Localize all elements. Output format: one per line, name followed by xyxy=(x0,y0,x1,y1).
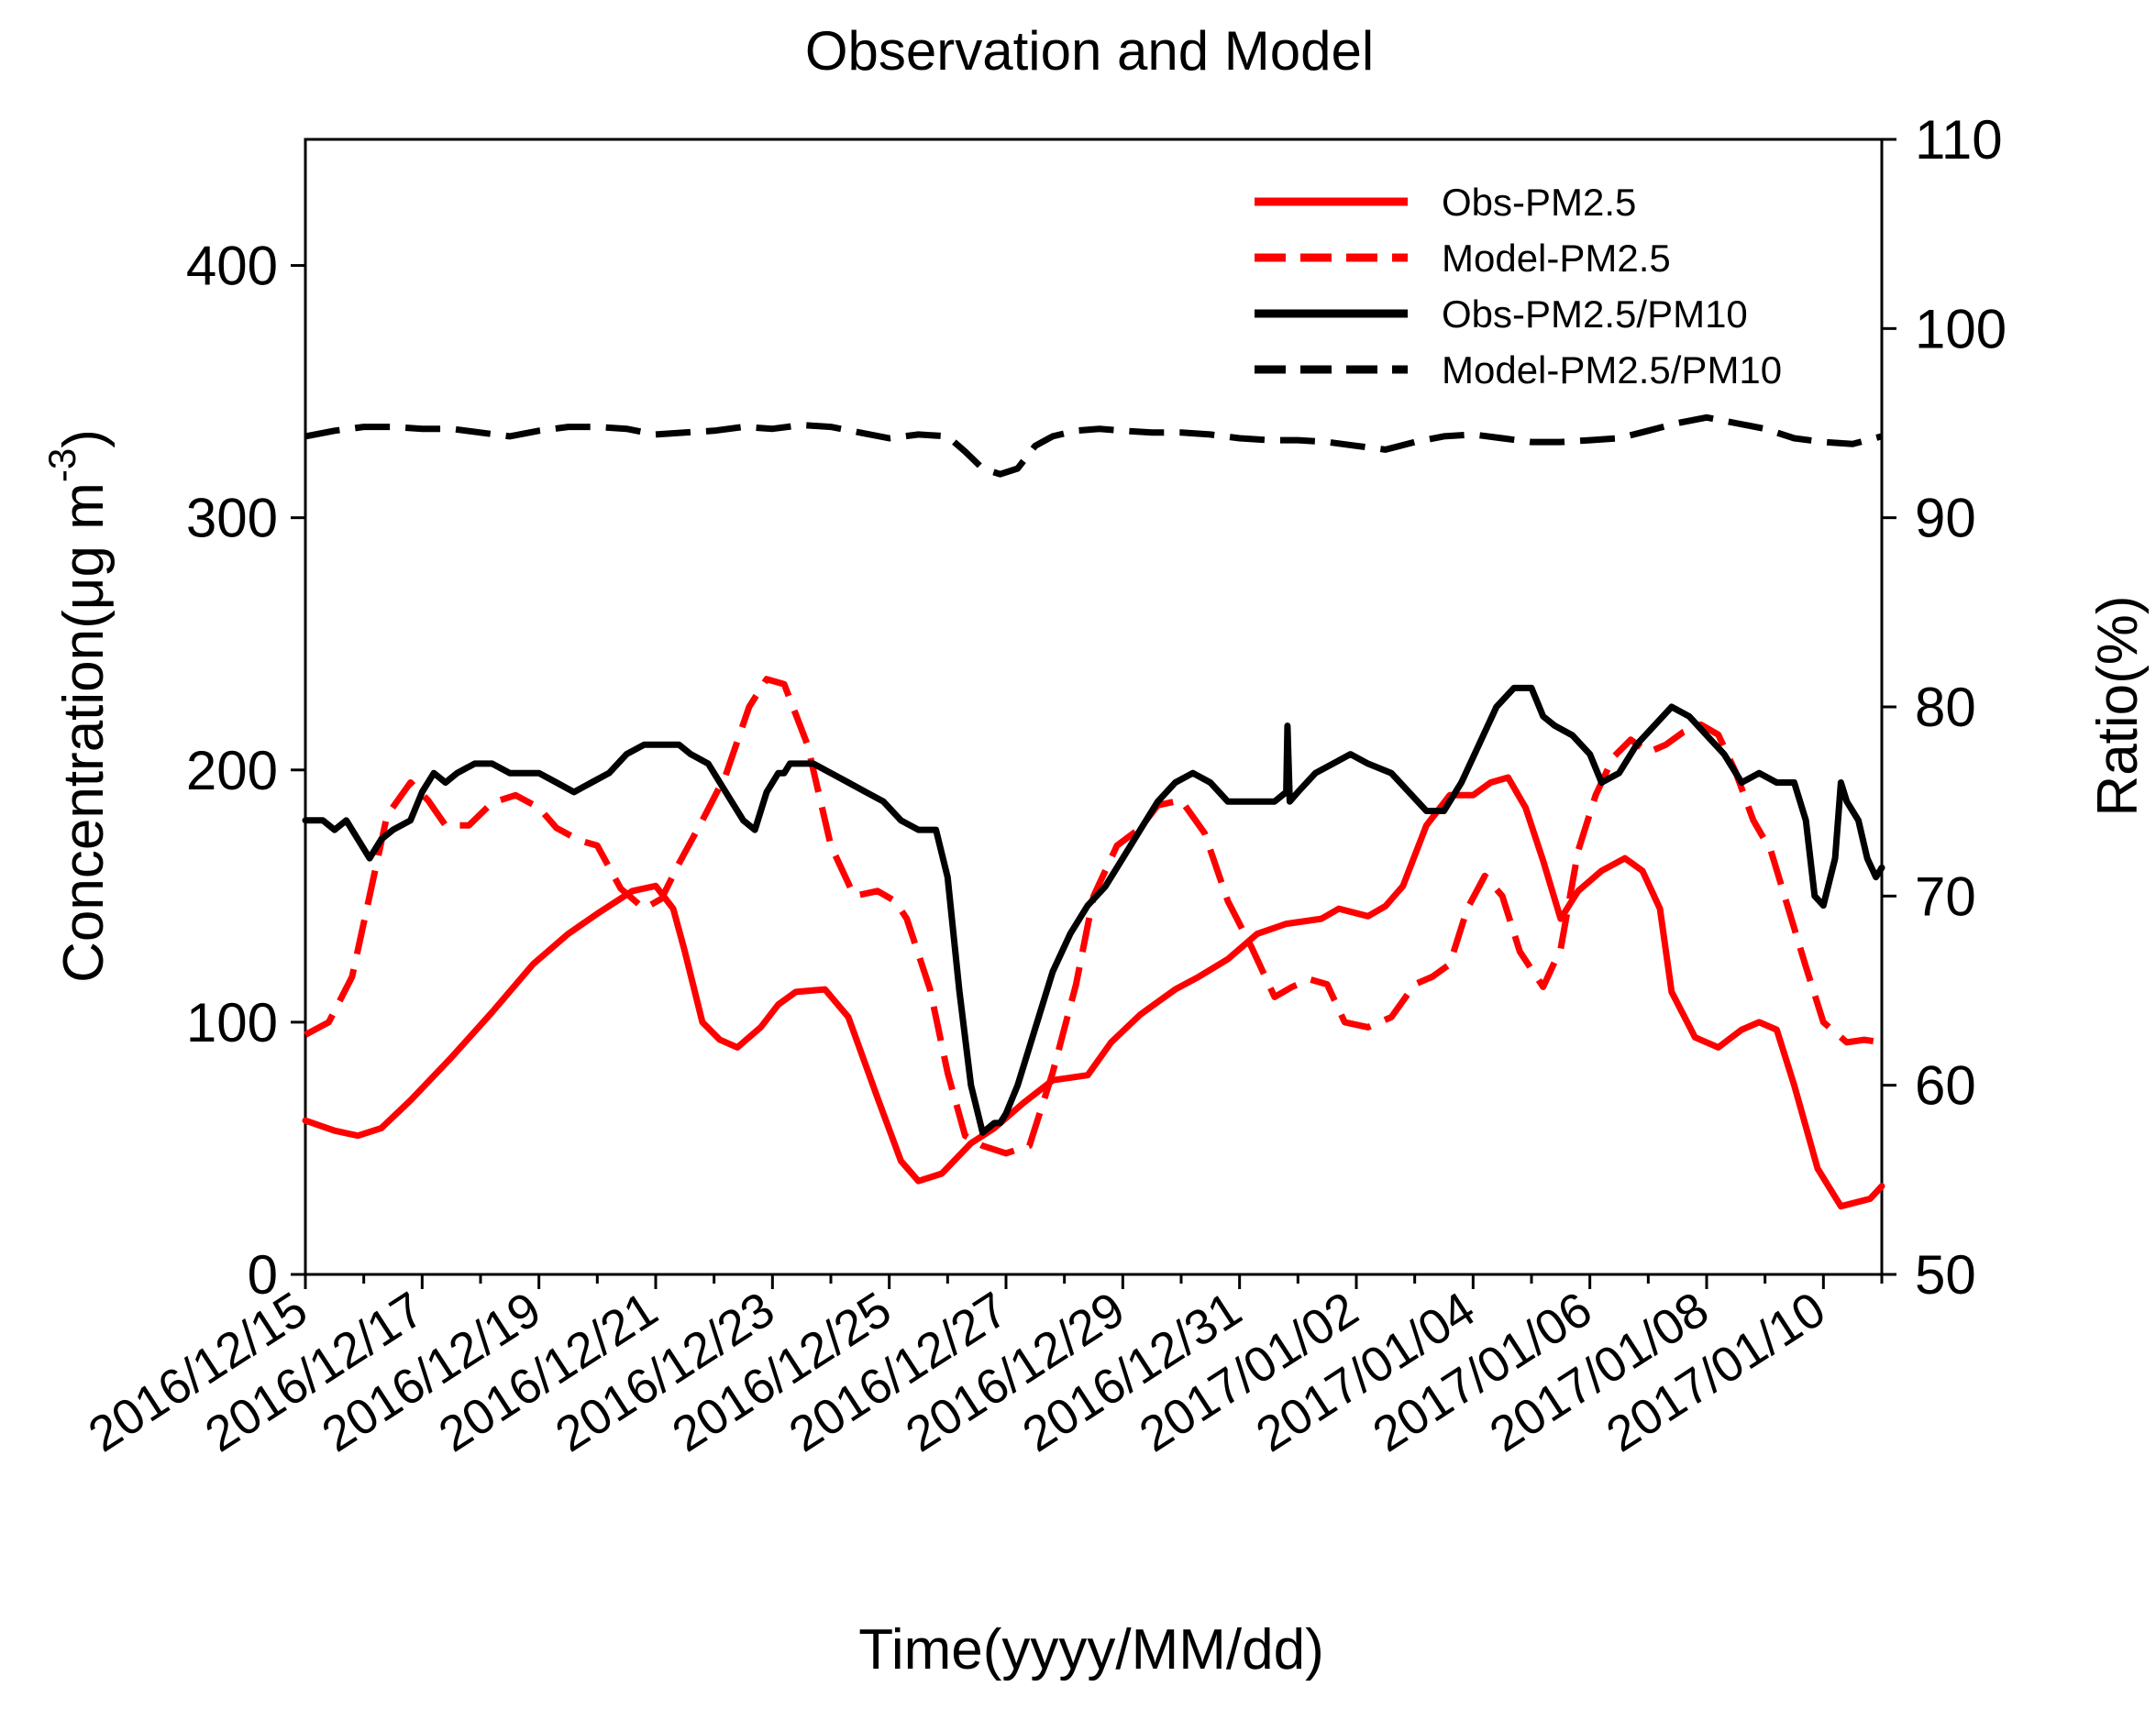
legend-label-model-pm2-5: Model-PM2.5 xyxy=(1442,237,1671,280)
y-left-tick-label: 200 xyxy=(186,740,278,801)
left-y-axis: 0 100 200 300 400 xyxy=(186,236,305,1306)
y-right-tick-label: 50 xyxy=(1915,1244,1976,1306)
chart-title: Observation and Model xyxy=(805,20,1374,82)
legend-label-model-pm2-5-pm10: Model-PM2.5/PM10 xyxy=(1442,348,1782,391)
x-axis: 2016/12/152016/12/172016/12/192016/12/21… xyxy=(79,1274,1884,1462)
y-left-tick-label: 100 xyxy=(186,992,278,1053)
y-axis-left-label-close: ) xyxy=(52,429,116,448)
y-right-tick-label: 60 xyxy=(1915,1055,1976,1117)
series-line-obs-pm2-5 xyxy=(302,774,1885,1210)
y-axis-right-label: Ratio(%) xyxy=(2086,595,2150,816)
series-line-model-pm2-5-pm10 xyxy=(304,413,1883,478)
series-line-obs-pm2-5-pm10 xyxy=(302,684,1885,1136)
y-axis-left-label-superscript: -3 xyxy=(40,448,83,482)
x-axis-label: Time(yyyy/MM/dd) xyxy=(858,1618,1323,1681)
y-left-tick-label: 0 xyxy=(248,1244,278,1306)
y-right-tick-label: 80 xyxy=(1915,677,1976,738)
legend-label-obs-pm2-5: Obs-PM2.5 xyxy=(1442,181,1636,224)
legend: Obs-PM2.5 Model-PM2.5 Obs-PM2.5/PM10 Model-… xyxy=(1255,181,1782,391)
y-axis-left-label-text: Concentration(μg m xyxy=(52,482,116,983)
y-left-tick-label: 400 xyxy=(186,236,278,297)
y-right-tick-label: 100 xyxy=(1915,298,2007,359)
y-right-tick-label: 110 xyxy=(1915,109,2003,171)
legend-label-obs-pm2-5-pm10: Obs-PM2.5/PM10 xyxy=(1442,292,1748,336)
y-axis-left-label: Concentration(μg m-3) xyxy=(40,429,116,983)
series-line-model-pm2-5 xyxy=(304,676,1883,1157)
y-right-tick-label: 70 xyxy=(1915,866,1976,927)
right-y-axis: 50 60 70 80 90 100 110 xyxy=(1882,109,2007,1306)
y-left-tick-label: 300 xyxy=(186,488,278,549)
series-layer xyxy=(302,413,1885,1210)
y-right-tick-label: 90 xyxy=(1915,488,1976,549)
